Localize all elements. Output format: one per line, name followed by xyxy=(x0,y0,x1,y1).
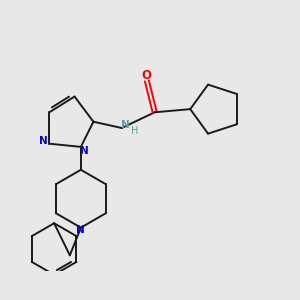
Text: N: N xyxy=(39,136,48,146)
Text: N: N xyxy=(121,121,130,130)
Text: N: N xyxy=(80,146,89,156)
Text: O: O xyxy=(142,69,152,82)
Text: N: N xyxy=(76,225,85,235)
Text: H: H xyxy=(131,125,139,136)
